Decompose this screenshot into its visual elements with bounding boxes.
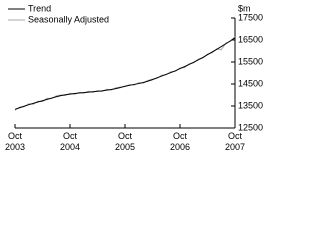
y-axis-label: $m (238, 3, 251, 13)
x-tick-label: Oct 2004 (59, 131, 81, 152)
x-tick-label: Oct 2003 (4, 131, 26, 152)
y-tick-label: 13500 (238, 100, 263, 110)
data-line (14, 37, 236, 110)
y-tick-label: 15500 (238, 56, 263, 66)
chart: $m 12500 13500 14500 15500 16500 17500 Trend Se… (4, 3, 263, 152)
legend-label: Trend (28, 3, 51, 13)
chart-svg: $m 12500 13500 14500 15500 16500 17500 TrendSe… (8, 3, 263, 132)
y-tick-label: 14500 (238, 78, 263, 88)
y-tick-label: 16500 (238, 34, 263, 44)
legend-label: Seasonally Adjusted (28, 14, 109, 24)
x-tick-label: Oct 2006 (169, 131, 191, 152)
x-tick-label: Oct 2007 (224, 131, 246, 152)
y-tick-label: 17500 (238, 12, 263, 22)
x-tick-label: Oct 2005 (114, 131, 136, 152)
y-tick-label: 12500 (238, 122, 263, 132)
